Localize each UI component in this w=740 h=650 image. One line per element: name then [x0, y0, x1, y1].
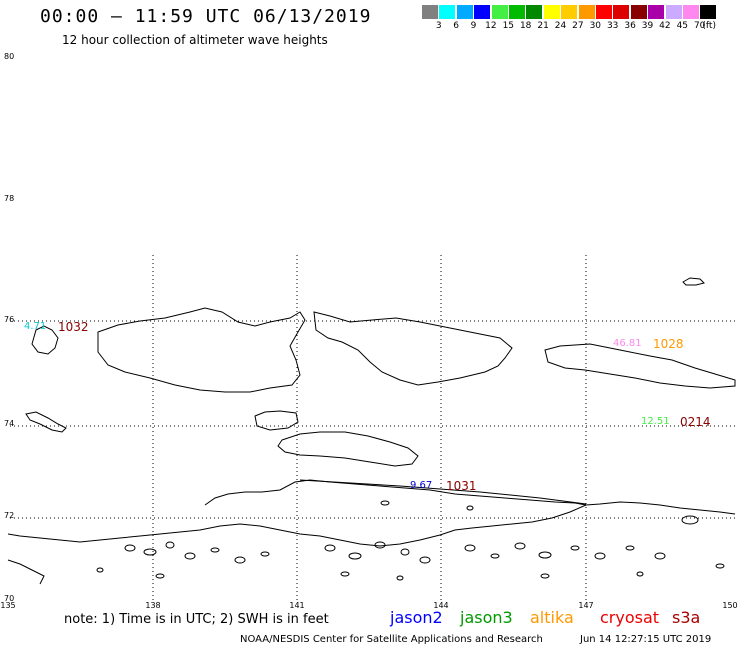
legend-label: 24: [554, 21, 567, 31]
legend-label: 45: [676, 21, 689, 31]
legend-swatch: [543, 5, 560, 19]
island-bennett: [682, 277, 705, 286]
mainland-coast-2: [7, 504, 587, 547]
legend-label: 18: [519, 21, 532, 31]
legend-label: 6: [453, 21, 459, 31]
sat-s3a: s3a: [672, 608, 701, 627]
obs-time-3: 0214: [680, 415, 711, 429]
lat-label-80: 80: [4, 52, 15, 61]
sat-jason2: jason2: [390, 608, 443, 627]
obs-time-1: 1032: [58, 320, 89, 334]
island-small-1: [25, 411, 67, 433]
legend-swatch: [422, 5, 438, 19]
sat-altika: altika: [530, 608, 574, 627]
coastlines: [7, 277, 736, 585]
legend-label: 3: [435, 21, 442, 31]
lat-label-78: 78: [4, 194, 15, 203]
lon-label-135: 135: [0, 601, 16, 610]
footer-timestamp: Jun 14 12:27:15 UTC 2019: [580, 634, 712, 645]
legend-label: 33: [606, 21, 619, 31]
sat-cryosat: cryosat: [600, 608, 660, 627]
legend-label: 27: [572, 21, 584, 31]
obs-value-2: 46.81: [613, 338, 642, 349]
legend-swatch: [700, 5, 717, 19]
mainland-coast: [204, 479, 736, 515]
obs-time-2: 1028: [653, 337, 684, 351]
island-small-2: [254, 410, 299, 431]
legend-label: 9: [470, 21, 477, 31]
legend-label: 15: [502, 21, 515, 31]
coast-left-edge: [7, 559, 45, 585]
island-central: [277, 431, 419, 467]
graticule: [10, 255, 735, 600]
island-stolbovoy: [31, 325, 59, 355]
island-novaya-sibir: [313, 311, 513, 386]
legend-swatch: [648, 5, 665, 19]
footer-credit: NOAA/NESDIS Center for Satellite Applica…: [240, 634, 543, 645]
obs-value-3: 12.51: [641, 416, 670, 427]
legend-swatch: [509, 5, 525, 19]
lat-label-70: 70: [4, 594, 15, 603]
page-title: 00:00 – 11:59 UTC 06/13/2019: [40, 6, 372, 27]
legend-swatch: [439, 5, 456, 19]
legend-swatch: [683, 5, 699, 19]
legend-swatch: [596, 5, 612, 19]
note-text: note: 1) Time is in UTC; 2) SWH is in fe…: [64, 612, 329, 627]
lat-label-74: 74: [4, 419, 15, 428]
lon-label-144: 144: [433, 601, 449, 610]
legend-swatch: [526, 5, 543, 19]
legend-label: 70: [693, 21, 706, 31]
obs-value-1: 4.71: [24, 321, 47, 332]
legend-label: 39: [641, 21, 654, 31]
lon-label-141: 141: [289, 601, 305, 610]
legend-swatch: [491, 5, 508, 19]
legend-swatch: [474, 5, 491, 19]
obs-value-4: 9.67: [410, 480, 433, 491]
legend-label: 42: [659, 21, 671, 31]
lat-label-76: 76: [4, 315, 15, 324]
sat-jason3: jason3: [460, 608, 513, 627]
legend-label: 36: [624, 21, 636, 31]
islet-cluster: [96, 500, 725, 581]
island-de-long: [544, 343, 736, 389]
legend-label: 12: [485, 21, 497, 31]
obs-time-4: 1031: [446, 479, 477, 493]
page-subtitle: 12 hour collection of altimeter wave hei…: [62, 33, 328, 47]
lon-label-147: 147: [578, 601, 594, 610]
legend-label: 21: [537, 21, 549, 31]
lon-label-150: 150: [722, 601, 738, 610]
satellite-track: [299, 479, 587, 505]
legend-swatch: [630, 5, 647, 19]
legend-swatch: [665, 5, 682, 19]
legend-unit: (ft): [702, 21, 716, 31]
legend-label: 30: [589, 21, 602, 31]
legend-swatch: [613, 5, 630, 19]
legend-swatch: [456, 5, 473, 19]
lat-label-72: 72: [4, 511, 15, 520]
legend-swatch: [561, 5, 578, 19]
lon-label-138: 138: [145, 601, 161, 610]
legend-swatch: [578, 5, 595, 19]
island-kotelny: [97, 307, 306, 393]
